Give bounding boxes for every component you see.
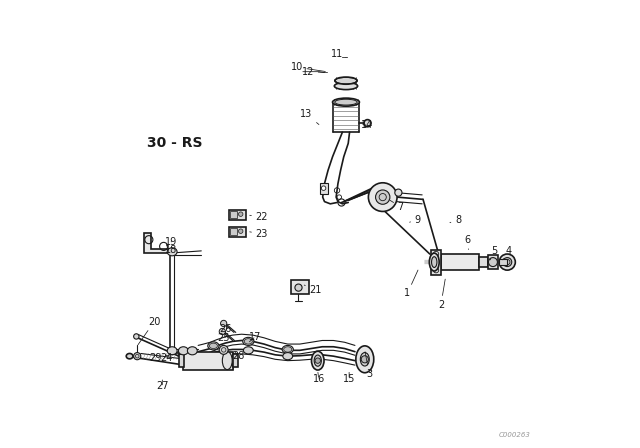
Bar (479, 257, 488, 267)
Text: 20: 20 (138, 317, 161, 345)
Ellipse shape (134, 334, 139, 339)
Bar (228, 227, 246, 237)
Text: 28: 28 (232, 351, 244, 361)
Text: 3: 3 (365, 352, 372, 379)
Text: 17: 17 (249, 332, 261, 342)
Text: 18: 18 (165, 245, 177, 254)
Text: 21: 21 (304, 285, 322, 295)
Circle shape (361, 356, 369, 363)
Bar (183, 352, 232, 370)
Text: 5: 5 (490, 246, 497, 260)
Ellipse shape (167, 347, 177, 355)
Ellipse shape (335, 77, 357, 84)
Text: 1: 1 (404, 270, 418, 298)
Polygon shape (145, 233, 172, 253)
Ellipse shape (360, 353, 369, 366)
Ellipse shape (283, 353, 292, 360)
Ellipse shape (333, 98, 360, 106)
Circle shape (369, 183, 397, 211)
Ellipse shape (356, 346, 374, 373)
Ellipse shape (208, 342, 219, 350)
Text: 14: 14 (361, 121, 373, 130)
Text: 30 - RS: 30 - RS (147, 136, 202, 151)
Bar (291, 280, 309, 294)
Text: C000263: C000263 (499, 432, 531, 439)
Text: 4: 4 (503, 246, 511, 260)
Circle shape (321, 186, 326, 190)
Circle shape (395, 189, 402, 196)
Ellipse shape (209, 343, 218, 349)
Text: 22: 22 (250, 212, 268, 222)
Text: 2: 2 (438, 279, 445, 310)
Circle shape (134, 353, 141, 360)
Circle shape (499, 254, 515, 270)
Bar (179, 354, 184, 367)
Ellipse shape (243, 337, 254, 345)
Bar (431, 250, 441, 275)
Bar (230, 228, 237, 235)
Text: 19: 19 (165, 237, 177, 247)
Ellipse shape (244, 339, 252, 344)
Ellipse shape (429, 253, 439, 271)
Ellipse shape (126, 353, 133, 359)
Circle shape (239, 212, 243, 216)
Bar (232, 354, 238, 367)
Bar (230, 211, 237, 218)
Ellipse shape (312, 351, 324, 370)
Ellipse shape (284, 347, 292, 352)
Text: 27: 27 (156, 380, 168, 391)
Ellipse shape (222, 352, 232, 370)
Ellipse shape (335, 99, 357, 105)
Ellipse shape (334, 82, 358, 90)
Bar (441, 254, 479, 270)
Ellipse shape (243, 347, 253, 354)
Circle shape (376, 190, 390, 204)
Ellipse shape (167, 248, 177, 256)
Ellipse shape (282, 345, 293, 353)
Text: 10: 10 (291, 62, 325, 72)
Bar (488, 255, 498, 269)
Text: 24: 24 (161, 353, 182, 362)
Text: 6: 6 (465, 235, 471, 250)
Bar (228, 210, 246, 220)
Text: 12: 12 (301, 67, 328, 77)
Circle shape (503, 258, 512, 267)
Circle shape (488, 258, 497, 267)
Text: 25: 25 (218, 333, 230, 343)
Ellipse shape (179, 347, 188, 355)
Ellipse shape (188, 347, 197, 355)
Text: 23: 23 (250, 229, 268, 239)
Ellipse shape (431, 257, 437, 267)
Circle shape (315, 358, 321, 363)
Ellipse shape (314, 355, 321, 366)
Text: 7: 7 (390, 200, 404, 212)
Text: 11: 11 (331, 49, 346, 59)
Text: 16: 16 (312, 372, 324, 383)
Text: 15: 15 (343, 372, 355, 383)
Text: 29: 29 (149, 353, 174, 362)
Circle shape (219, 345, 228, 354)
Circle shape (364, 120, 371, 127)
Circle shape (295, 284, 302, 291)
Bar (320, 183, 328, 194)
Text: 13: 13 (300, 109, 319, 125)
Circle shape (219, 328, 225, 335)
Circle shape (221, 320, 227, 327)
Text: 8: 8 (450, 215, 461, 224)
Circle shape (239, 229, 243, 233)
Text: 26: 26 (220, 324, 232, 334)
Text: 9: 9 (410, 215, 420, 224)
Bar (499, 259, 508, 265)
